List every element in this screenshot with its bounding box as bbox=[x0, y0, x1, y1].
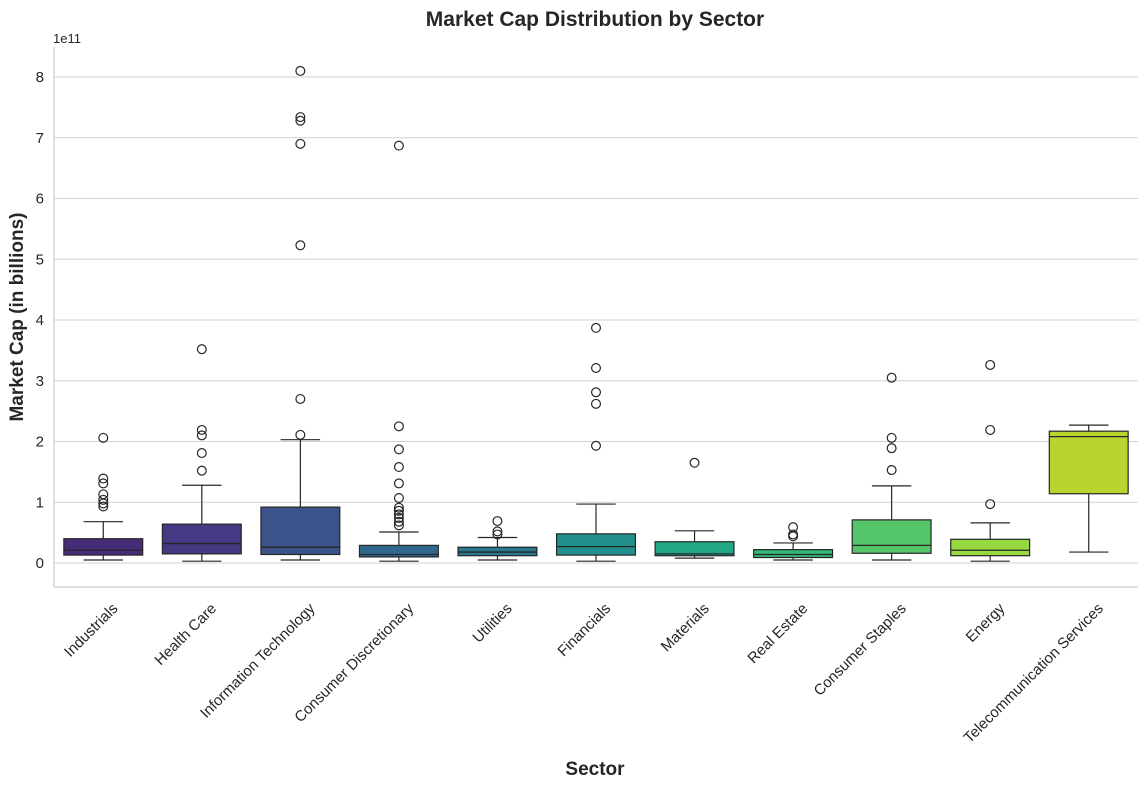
y-tick-label: 4 bbox=[36, 312, 44, 329]
outlier-point bbox=[393, 513, 404, 524]
box-health-care bbox=[161, 344, 242, 562]
outlier-point bbox=[98, 501, 109, 512]
outlier-point bbox=[295, 240, 306, 251]
box-iqr bbox=[63, 538, 144, 556]
outlier-point bbox=[393, 462, 404, 473]
box-consumer-discretionary bbox=[358, 140, 439, 562]
outlier-point bbox=[295, 429, 306, 440]
outlier-point bbox=[196, 430, 207, 441]
chart-title: Market Cap Distribution by Sector bbox=[426, 8, 764, 31]
box-industrials bbox=[63, 432, 144, 561]
y-axis-label: Market Cap (in billions) bbox=[7, 212, 28, 421]
outlier-point bbox=[985, 359, 996, 370]
x-tick-label: Consumer Staples bbox=[811, 600, 910, 699]
outlier-point bbox=[886, 372, 897, 383]
y-tick-label: 6 bbox=[36, 191, 44, 208]
y-tick-label: 1 bbox=[36, 494, 44, 511]
box-iqr bbox=[654, 541, 735, 557]
x-tick-label: Industrials bbox=[61, 600, 121, 660]
x-tick-label: Energy bbox=[963, 600, 1009, 646]
box-materials bbox=[654, 457, 735, 559]
outlier-point bbox=[788, 522, 799, 533]
outlier-point bbox=[295, 138, 306, 149]
outlier-point bbox=[196, 465, 207, 476]
y-axis-offset-label: 1e11 bbox=[53, 31, 81, 46]
outlier-point bbox=[196, 448, 207, 459]
box-iqr bbox=[950, 538, 1031, 557]
y-tick-label: 8 bbox=[36, 69, 44, 86]
outlier-point bbox=[590, 362, 601, 373]
outlier-point bbox=[393, 516, 404, 527]
y-tick-label: 2 bbox=[36, 434, 44, 451]
outlier-point bbox=[590, 440, 601, 451]
outlier-point bbox=[393, 478, 404, 489]
outlier-point bbox=[886, 465, 897, 476]
outlier-point bbox=[295, 393, 306, 404]
outlier-point bbox=[393, 520, 404, 531]
outlier-point bbox=[98, 478, 109, 489]
box-energy bbox=[950, 359, 1031, 562]
outlier-point bbox=[393, 502, 404, 513]
box-iqr bbox=[555, 533, 637, 556]
box-iqr bbox=[1048, 430, 1129, 495]
y-tick-labels: 0 1 2 3 4 5 6 7 8 bbox=[36, 69, 44, 572]
outlier-point bbox=[689, 457, 700, 468]
outlier-point bbox=[295, 115, 306, 126]
outlier-point bbox=[590, 398, 601, 409]
y-tick-label: 3 bbox=[36, 373, 44, 390]
outlier-point bbox=[985, 424, 996, 435]
y-tick-label: 7 bbox=[36, 130, 44, 147]
box-utilities bbox=[457, 516, 538, 561]
outlier-point bbox=[886, 443, 897, 454]
gridlines bbox=[54, 76, 1138, 564]
box-iqr bbox=[851, 519, 932, 554]
x-tick-label: Health Care bbox=[151, 600, 220, 669]
outlier-point bbox=[393, 505, 404, 516]
outlier-point bbox=[393, 421, 404, 432]
x-axis-label: Sector bbox=[565, 759, 625, 780]
outlier-point bbox=[98, 489, 109, 500]
outlier-point bbox=[98, 432, 109, 443]
y-tick-label: 0 bbox=[36, 555, 44, 572]
box-consumer-staples bbox=[851, 372, 932, 561]
x-tick-label: Financials bbox=[554, 600, 614, 660]
outlier-point bbox=[393, 509, 404, 520]
outlier-point bbox=[788, 529, 799, 540]
outlier-point bbox=[886, 432, 897, 443]
outlier-point bbox=[196, 344, 207, 355]
outlier-point bbox=[393, 444, 404, 455]
x-tick-label: Materials bbox=[658, 600, 713, 655]
y-tick-label: 5 bbox=[36, 251, 44, 268]
outlier-point bbox=[492, 516, 503, 527]
x-tick-label: Real Estate bbox=[744, 600, 811, 667]
box-telecommunication-services bbox=[1048, 424, 1129, 553]
outlier-point bbox=[393, 140, 404, 151]
outlier-point bbox=[98, 473, 109, 484]
box-iqr bbox=[358, 544, 439, 558]
box-iqr bbox=[161, 523, 242, 555]
outlier-point bbox=[393, 492, 404, 503]
box-information-technology bbox=[260, 65, 341, 561]
outlier-point bbox=[590, 322, 601, 333]
boxes bbox=[63, 65, 1129, 562]
box-iqr bbox=[753, 549, 834, 559]
box-real-estate bbox=[753, 522, 834, 561]
box-financials bbox=[555, 322, 637, 562]
outlier-point bbox=[98, 494, 109, 505]
outlier-point bbox=[492, 529, 503, 540]
outlier-point bbox=[196, 424, 207, 435]
x-tick-label: Utilities bbox=[469, 600, 515, 646]
outlier-point bbox=[295, 65, 306, 76]
outlier-point bbox=[492, 526, 503, 537]
outlier-point bbox=[985, 499, 996, 510]
outlier-point bbox=[590, 387, 601, 398]
outlier-point bbox=[295, 112, 306, 123]
